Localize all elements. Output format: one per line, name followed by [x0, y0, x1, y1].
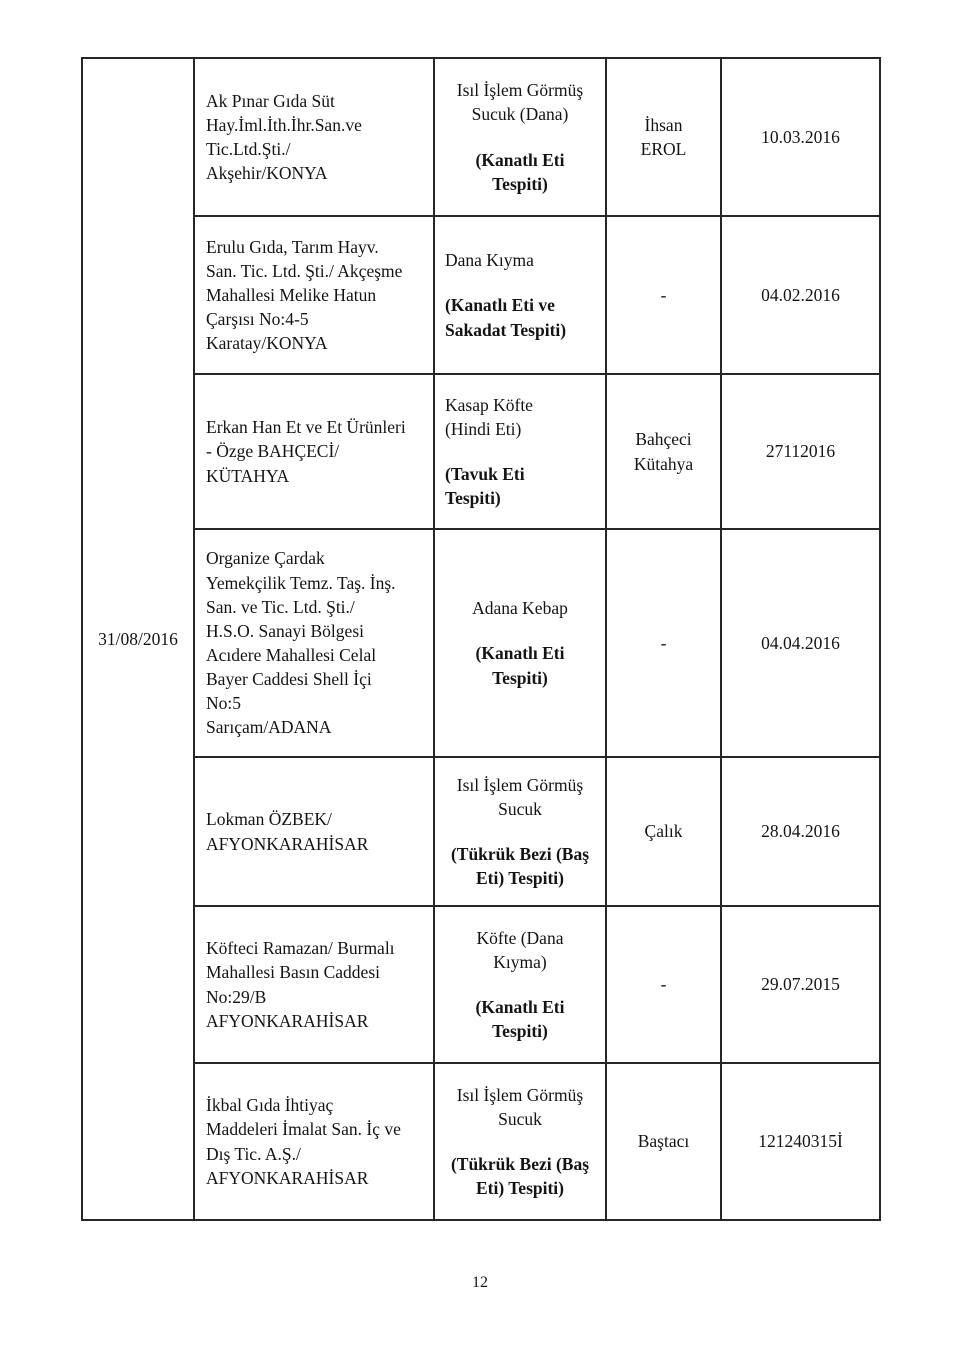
inspection-table: 31/08/2016 Ak Pınar Gıda Süt Hay.İml.İth… [81, 57, 881, 1221]
product-cell: Isıl İşlem Görmüş Sucuk (Tükrük Bezi (Ba… [433, 1062, 607, 1221]
date-cell: 04.02.2016 [720, 215, 881, 375]
product-cell: Isıl İşlem Görmüş Sucuk (Dana) (Kanatlı … [433, 57, 607, 217]
date-cell: 28.04.2016 [720, 756, 881, 907]
product-cell: Dana Kıyma (Kanatlı Eti ve Sakadat Tespi… [433, 215, 607, 375]
company-cell: Erulu Gıda, Tarım Hayv. San. Tic. Ltd. Ş… [193, 215, 435, 375]
finding-label: (Kanatlı Eti Tespiti) [475, 643, 565, 688]
product-name: Adana Kebap [472, 598, 568, 619]
product-name: Isıl İşlem Görmüş Sucuk [456, 1084, 584, 1129]
product-cell: Köfte (Dana Kıyma) (Kanatlı Eti Tespiti) [433, 905, 607, 1064]
inspector-cell: - [605, 905, 722, 1064]
company-cell: Köfteci Ramazan/ Burmalı Mahallesi Basın… [193, 905, 435, 1064]
date-cell: 10.03.2016 [720, 57, 881, 217]
product-name: Isıl İşlem Görmüş Sucuk [456, 774, 584, 819]
inspector-cell: Çalık [605, 756, 722, 907]
date-group-cell: 31/08/2016 [81, 57, 195, 1221]
inspector-cell: Baştacı [605, 1062, 722, 1221]
inspector-cell: - [605, 528, 722, 758]
page-number: 12 [472, 1274, 488, 1291]
date-cell: 04.04.2016 [720, 528, 881, 758]
date-cell: 29.07.2015 [720, 905, 881, 1064]
table-row: Erkan Han Et ve Et Ürünleri - Özge BAHÇE… [82, 373, 881, 530]
finding-label: (Tükrük Bezi (Baş Eti) Tespiti) [450, 844, 590, 889]
company-cell: Erkan Han Et ve Et Ürünleri - Özge BAHÇE… [193, 373, 435, 530]
product-cell: Kasap Köfte (Hindi Eti) (Tavuk Eti Tespi… [433, 373, 607, 530]
table-row: Erulu Gıda, Tarım Hayv. San. Tic. Ltd. Ş… [82, 215, 881, 375]
table-row: 31/08/2016 Ak Pınar Gıda Süt Hay.İml.İth… [81, 57, 881, 1221]
table-row: İkbal Gıda İhtiyaç Maddeleri İmalat San.… [82, 1062, 881, 1221]
product-cell: Adana Kebap (Kanatlı Eti Tespiti) [433, 528, 607, 758]
company-cell: İkbal Gıda İhtiyaç Maddeleri İmalat San.… [193, 1062, 435, 1221]
inspector-cell: İhsan EROL [605, 57, 722, 217]
product-cell: Isıl İşlem Görmüş Sucuk (Tükrük Bezi (Ba… [433, 756, 607, 907]
finding-label: (Tükrük Bezi (Baş Eti) Tespiti) [450, 1154, 590, 1199]
date-cell: 121240315İ [720, 1062, 881, 1221]
finding-label: (Tavuk Eti Tespiti) [445, 464, 525, 509]
table-row: Lokman ÖZBEK/ AFYONKARAHİSAR Isıl İşlem … [82, 756, 881, 907]
finding-label: (Kanatlı Eti ve Sakadat Tespiti) [445, 295, 567, 340]
table-row: Organize Çardak Yemekçilik Temz. Taş. İn… [82, 528, 881, 758]
product-name: Köfte (Dana Kıyma) [476, 927, 564, 972]
inspector-cell: Bahçeci Kütahya [605, 373, 722, 530]
company-cell: Lokman ÖZBEK/ AFYONKARAHİSAR [193, 756, 435, 907]
table-row: Köfteci Ramazan/ Burmalı Mahallesi Basın… [82, 905, 881, 1064]
company-cell: Organize Çardak Yemekçilik Temz. Taş. İn… [193, 528, 435, 758]
date-cell: 27112016 [720, 373, 881, 530]
product-name: Dana Kıyma [445, 250, 534, 271]
finding-label: (Kanatlı Eti Tespiti) [475, 997, 565, 1042]
finding-label: (Kanatlı Eti Tespiti) [475, 149, 565, 194]
product-name: Isıl İşlem Görmüş Sucuk (Dana) [456, 80, 584, 125]
company-cell: Ak Pınar Gıda Süt Hay.İml.İth.İhr.San.ve… [193, 57, 435, 217]
product-name: Kasap Köfte (Hindi Eti) [445, 394, 533, 439]
inspector-cell: - [605, 215, 722, 375]
